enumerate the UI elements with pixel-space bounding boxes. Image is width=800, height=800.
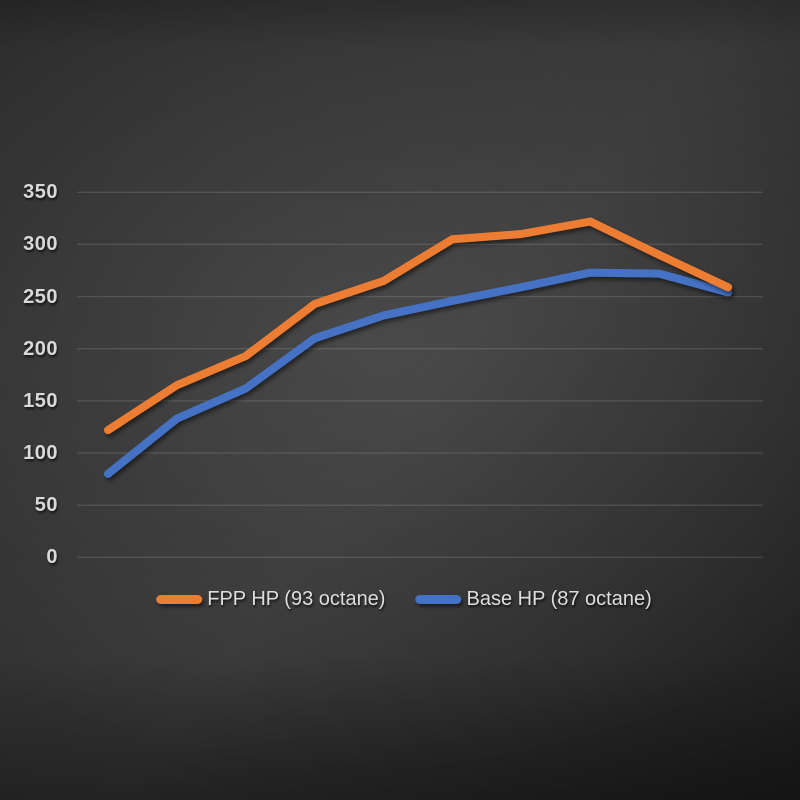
legend-swatch-fpp-hp — [156, 595, 203, 604]
y-axis-tick-label: 250 — [23, 285, 58, 308]
y-axis-tick-label: 50 — [34, 494, 58, 517]
legend-item-fpp-hp: FPP HP (93 octane) — [156, 588, 385, 611]
y-axis-tick-label: 100 — [23, 442, 58, 464]
y-axis-tick-label: 350 — [23, 181, 58, 204]
legend-swatch-base-hp — [415, 595, 462, 604]
legend-label-fpp-hp: FPP HP (93 octane) — [207, 588, 386, 610]
y-axis-tick-label: 200 — [23, 337, 58, 360]
series-lines — [104, 217, 733, 478]
gridlines — [77, 191, 763, 558]
legend-item-base-hp: Base HP (87 octane) — [415, 588, 652, 611]
y-axis-tick-label: 0 — [46, 546, 58, 569]
chart-legend: FPP HP (93 octane) Base HP (87 octane) — [156, 588, 652, 611]
series-line-0 — [104, 217, 733, 435]
legend-label-base-hp: Base HP (87 octane) — [466, 588, 652, 610]
y-axis-tick-label: 300 — [23, 233, 58, 256]
series-line-1 — [104, 268, 733, 478]
y-axis-tick-label: 150 — [23, 389, 58, 412]
